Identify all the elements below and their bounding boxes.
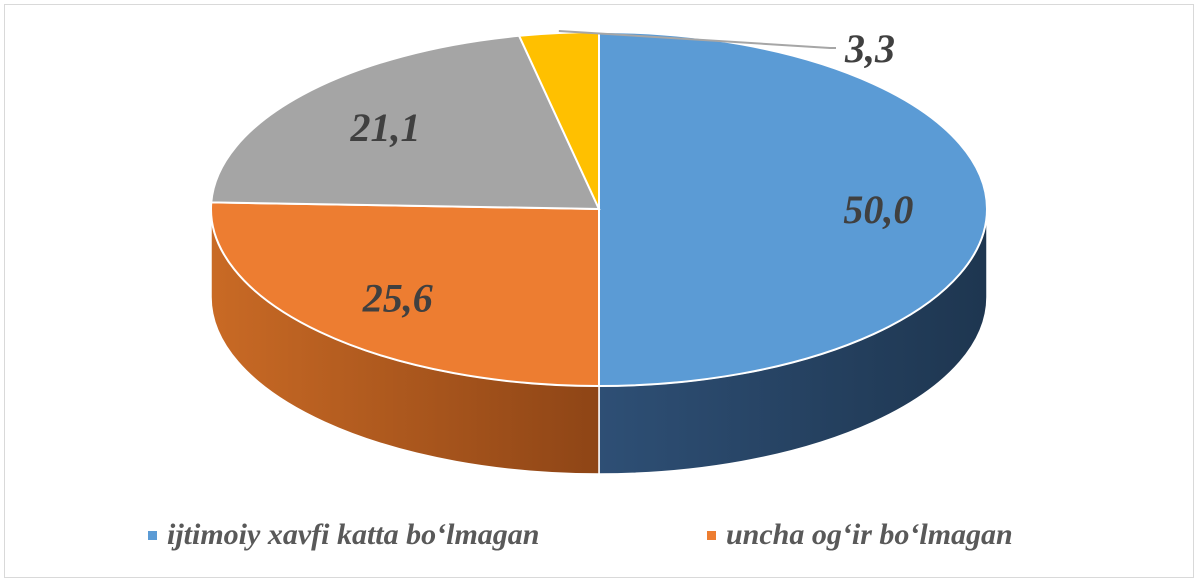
legend-swatch-1 — [707, 530, 716, 540]
legend-label-0: ijtimoiy xavfi katta bo‘lmagan — [167, 518, 540, 551]
pie-labels: 50,0 25,6 21,1 3,3 — [349, 26, 913, 320]
pie-tops — [210, 30, 988, 388]
pie-slice-0 — [598, 30, 988, 388]
legend: ijtimoiy xavfi katta bo‘lmagan uncha og‘… — [0, 515, 1200, 555]
pie-slice-3 — [517, 30, 600, 210]
legend-item-0: ijtimoiy xavfi katta bo‘lmagan — [148, 515, 539, 555]
pie-slice-2 — [210, 34, 601, 211]
data-label-2: 21,1 — [349, 105, 420, 150]
data-label-3: 3,3 — [844, 26, 895, 71]
pie-slice-1 — [210, 201, 600, 388]
leader-line-3 — [558, 29, 836, 49]
legend-item-1: uncha og‘ir bo‘lmagan — [707, 515, 1013, 555]
data-label-0: 50,0 — [843, 187, 913, 232]
legend-label-1: uncha og‘ir bo‘lmagan — [726, 518, 1013, 551]
legend-swatch-0 — [148, 530, 157, 540]
data-label-1: 25,6 — [362, 275, 433, 320]
